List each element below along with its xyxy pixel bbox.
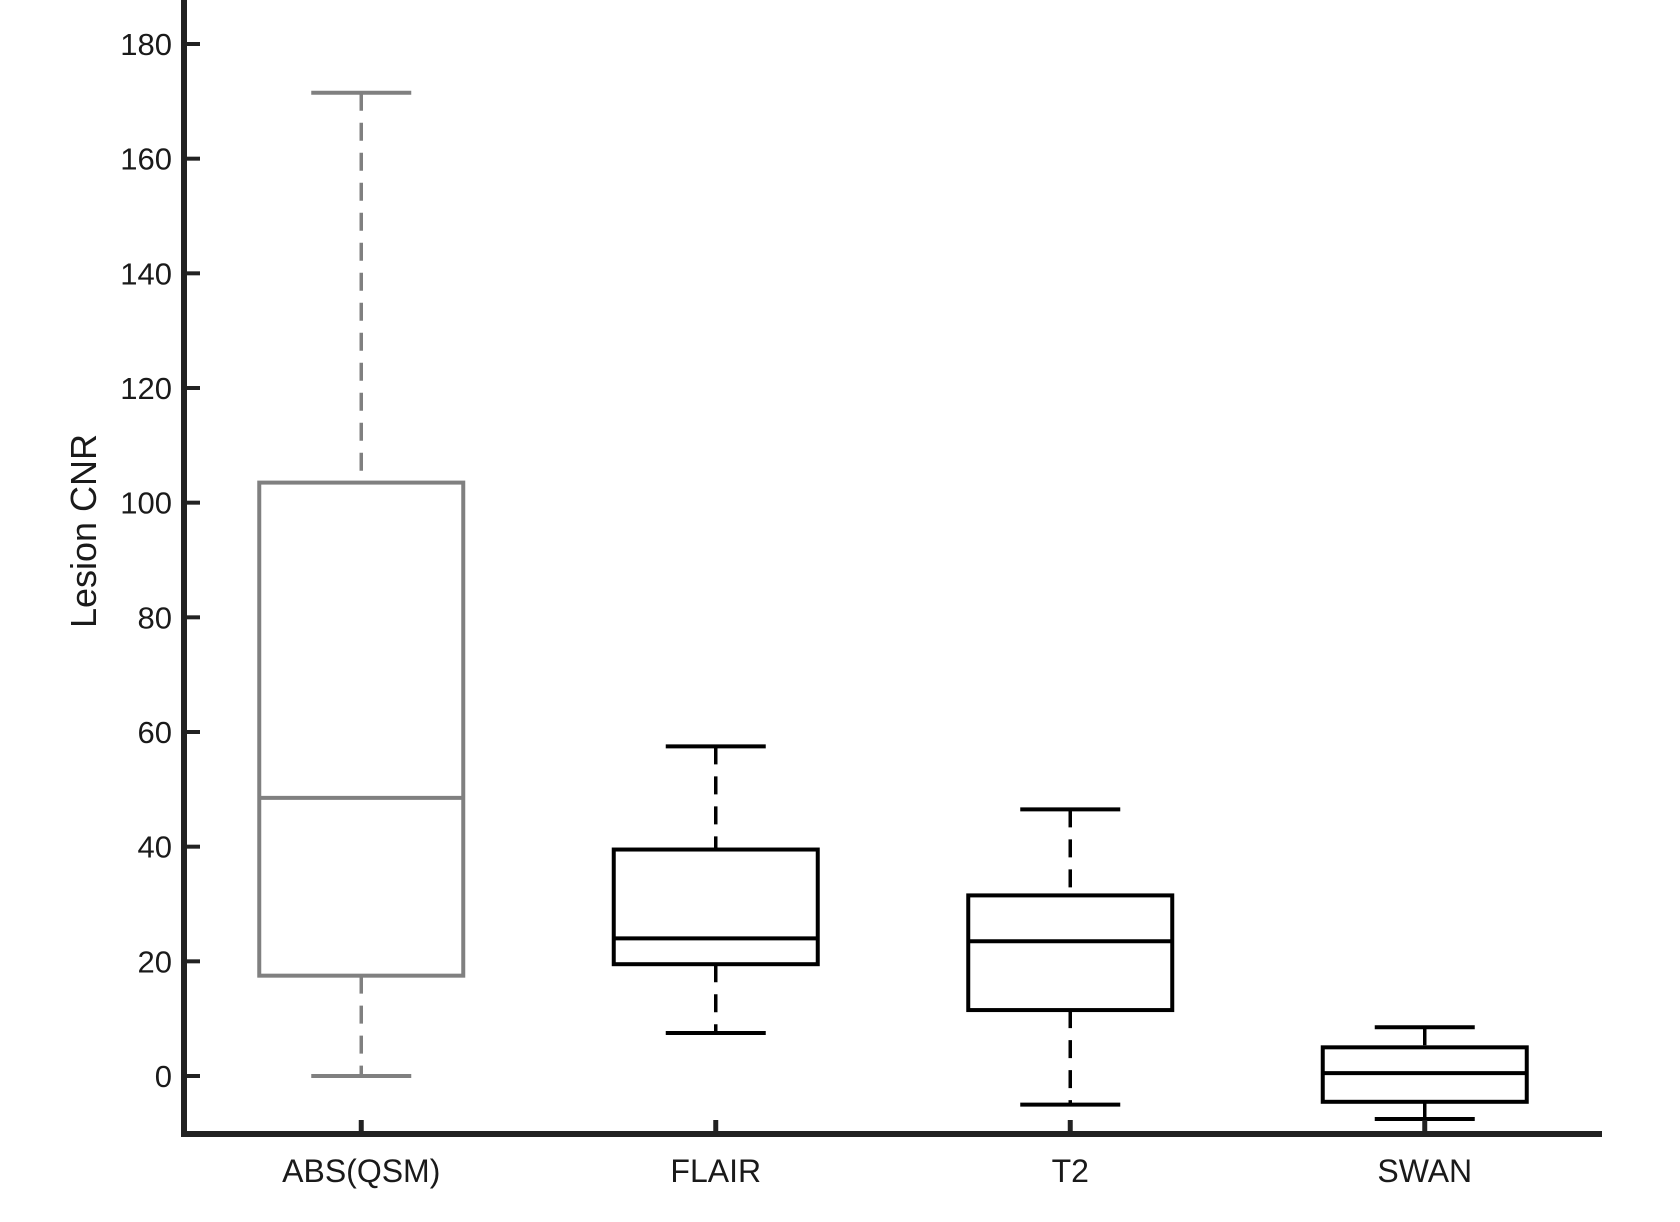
iqr-box <box>257 480 466 978</box>
y-tick-label-140: 140 <box>120 256 172 291</box>
box-t2 <box>966 807 1175 1107</box>
x-tick-label-swan: SWAN <box>1377 1153 1472 1189</box>
box-swan <box>1320 1025 1529 1121</box>
y-tick-label-100: 100 <box>120 486 172 521</box>
y-tick-label-60: 60 <box>138 715 172 750</box>
x-tick-label-flair: FLAIR <box>670 1153 761 1189</box>
y-tick-label-160: 160 <box>120 142 172 177</box>
y-tick-label-0: 0 <box>155 1059 172 1094</box>
y-tick-label-80: 80 <box>138 600 172 635</box>
x-axis-labels: ABS(QSM) FLAIR T2 SWAN <box>282 1120 1472 1189</box>
iqr-box <box>611 847 820 967</box>
y-axis-ticks: 0 20 40 60 80 100 120 140 160 180 <box>120 27 200 1094</box>
y-tick-label-180: 180 <box>120 27 172 62</box>
y-tick-label-40: 40 <box>138 830 172 865</box>
box-abs-qsm <box>257 90 466 1078</box>
y-tick-label-120: 120 <box>120 371 172 406</box>
axes <box>181 0 1602 1137</box>
x-tick-label-abs-qsm: ABS(QSM) <box>282 1153 440 1189</box>
boxes <box>257 90 1529 1121</box>
iqr-box <box>966 893 1175 1013</box>
y-axis-title: Lesion CNR <box>63 434 104 628</box>
y-tick-label-20: 20 <box>138 944 172 979</box>
box-flair <box>611 744 820 1035</box>
x-tick-label-t2: T2 <box>1052 1153 1089 1189</box>
